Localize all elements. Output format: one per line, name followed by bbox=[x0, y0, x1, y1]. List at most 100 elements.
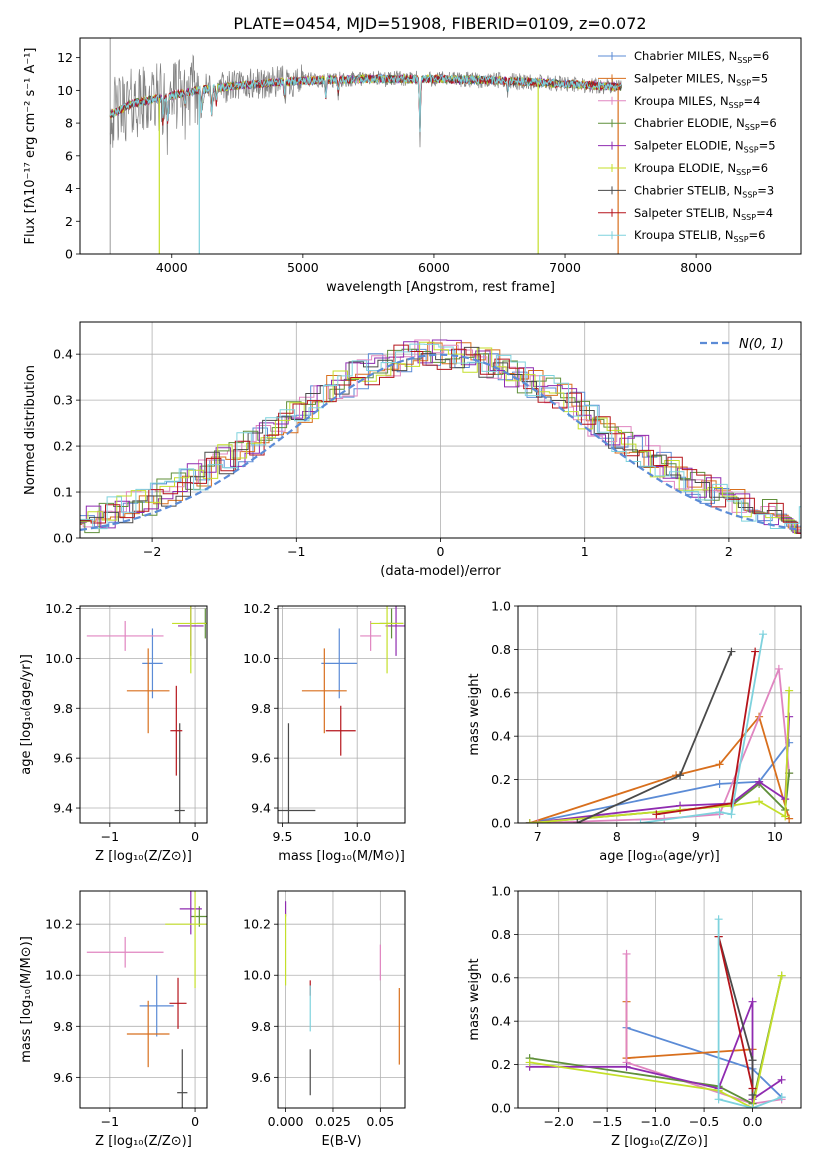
figure-title: PLATE=0454, MJD=51908, FIBERID=0109, z=0… bbox=[233, 14, 646, 33]
spectrum-plot bbox=[109, 38, 622, 254]
mass_weight_vs_Z-marker bbox=[714, 1095, 723, 1104]
spectrum-axes: 4000 5000 6000 7000 8000 0 2 4 6 8 10 12 wavelength … bbox=[23, 48, 712, 296]
mass_weight_vs_age-marker bbox=[727, 810, 736, 819]
legend-entry: Salpeter STELIB, NSSP=4 bbox=[634, 206, 773, 222]
mass_weight_vs_Z-series-line bbox=[717, 919, 782, 1108]
residuals-frame bbox=[79, 321, 802, 539]
age_vs_mass-axes: 9.5 10.0 9.4 9.6 9.8 10.0 10.2 mass [log₁₀(M/M⊙… bbox=[243, 601, 405, 864]
legend-gaussian-label: N(0, 1) bbox=[739, 337, 784, 352]
age_vs_Z-ytick-label: 9.4 bbox=[53, 801, 73, 816]
legend-label: Kroupa MILES, N bbox=[634, 94, 729, 108]
mass_weight_vs_Z-marker bbox=[714, 915, 723, 924]
mass_vs_Z-ytick-label: 10.2 bbox=[45, 917, 73, 932]
legend-label: Chabrier STELIB, N bbox=[634, 183, 742, 197]
legend-tail: =5 bbox=[759, 139, 776, 153]
mass_weight_vs_age-xtick-label: 7 bbox=[534, 829, 542, 844]
age_vs_Z-ylabel: age [log₁₀(age/yr)] bbox=[19, 654, 34, 775]
mass_vs_EBV-xlabel: E(B-V) bbox=[321, 1134, 361, 1149]
mass_vs_EBV-ytick-label: 10.2 bbox=[243, 917, 271, 932]
legend-sub: SSP bbox=[734, 235, 749, 244]
mass_weight_vs_Z-ylabel: mass weight bbox=[467, 958, 482, 1040]
residuals-ytick-label: 0.2 bbox=[53, 439, 73, 454]
mass_weight_vs_Z-xlabel: Z [log₁₀(Z/Z⊙)] bbox=[611, 1134, 708, 1149]
mass_weight_vs_age-marker bbox=[755, 797, 764, 806]
legend-sub: SSP bbox=[745, 123, 760, 132]
residuals-histogram bbox=[80, 339, 801, 534]
mass_weight_vs_Z-ytick-label: 0.6 bbox=[491, 970, 511, 985]
spectrum-xtick-label: 6000 bbox=[418, 260, 450, 275]
age_vs_Z-frame bbox=[79, 605, 208, 824]
mass_vs_Z-plot bbox=[86, 891, 207, 1108]
mass_weight_vs_Z-ytick-label: 0.0 bbox=[491, 1101, 511, 1116]
mass_vs_Z-xlabel: Z [log₁₀(Z/Z⊙)] bbox=[95, 1134, 192, 1149]
legend-tail: =6 bbox=[760, 116, 777, 130]
age_vs_Z-xlabel: Z [log₁₀(Z/Z⊙)] bbox=[95, 849, 192, 864]
age_vs_Z-plot bbox=[86, 606, 207, 823]
spectrum-ytick-label: 6 bbox=[65, 148, 73, 163]
residuals-histogram bbox=[80, 346, 801, 534]
mass_weight_vs_Z-marker bbox=[622, 949, 631, 958]
spectrum-ytick-label: 2 bbox=[65, 214, 73, 229]
spectrum-xtick-label: 5000 bbox=[287, 260, 319, 275]
mass_vs_EBV-ytick-label: 10.0 bbox=[243, 968, 271, 983]
residuals-xtick-label: 0 bbox=[437, 544, 445, 559]
legend-label: Salpeter MILES, N bbox=[634, 71, 736, 85]
mass_weight_vs_Z-marker bbox=[748, 997, 757, 1006]
residuals-xtick-label: 1 bbox=[581, 544, 589, 559]
mass_weight_vs_age-marker bbox=[533, 819, 542, 823]
residuals-ytick-label: 0.0 bbox=[53, 531, 73, 546]
residuals-ytick-label: 0.1 bbox=[53, 485, 73, 500]
mass_vs_EBV-axes: 0.000 0.025 0.05 9.6 9.8 10.0 10.2 E(B-V) bbox=[243, 891, 405, 1149]
mass_weight_vs_Z-frame bbox=[517, 890, 802, 1109]
legend-label: Salpeter STELIB, N bbox=[634, 206, 741, 220]
residuals-legend: N(0, 1) bbox=[700, 337, 784, 352]
age_vs_mass-ytick-label: 10.2 bbox=[243, 601, 271, 616]
legend-tail: =4 bbox=[744, 94, 761, 108]
legend-label: Chabrier ELODIE, N bbox=[634, 116, 745, 130]
mass_weight_vs_age-frame bbox=[517, 605, 802, 824]
mass_weight_vs_age-marker bbox=[774, 664, 783, 673]
mass_weight_vs_age-marker bbox=[525, 819, 534, 823]
residuals-ylabel: Normed distribution bbox=[23, 365, 38, 495]
mass_weight_vs_Z-marker bbox=[748, 1104, 757, 1108]
mass_weight_vs_age-plot bbox=[525, 630, 794, 823]
mass_weight_vs_age-series-line bbox=[529, 690, 790, 823]
spectrum-ylabel: Flux [fλ10⁻¹⁷ erg cm⁻² s⁻¹ A⁻¹] bbox=[23, 48, 38, 245]
mass_weight_vs_Z-ytick-label: 0.8 bbox=[491, 927, 511, 942]
mass_weight_vs_age-ytick-label: 0.6 bbox=[491, 685, 511, 700]
legend-tail: =6 bbox=[752, 49, 769, 63]
mass_weight_vs_Z-ytick-label: 0.4 bbox=[491, 1014, 511, 1029]
legend-entry: Salpeter MILES, NSSP=5 bbox=[634, 71, 768, 87]
mass_weight_vs_age-marker bbox=[715, 760, 724, 769]
mass_weight_vs_Z-marker bbox=[748, 1056, 757, 1065]
spectrum-xtick-label: 8000 bbox=[680, 260, 712, 275]
residuals-histogram bbox=[80, 344, 801, 534]
mass_vs_Z-ytick-label: 9.6 bbox=[53, 1070, 73, 1085]
age_vs_mass-xlabel: mass [log₁₀(M/M⊙)] bbox=[278, 849, 405, 864]
mass_weight_vs_Z-marker bbox=[748, 1084, 757, 1093]
mass_weight_vs_age-marker bbox=[751, 647, 760, 656]
mass_vs_Z-xtick-label: −1 bbox=[101, 1114, 119, 1129]
age_vs_Z-ytick-label: 10.0 bbox=[45, 651, 73, 666]
mass_weight_vs_Z-series-line bbox=[625, 953, 782, 1105]
legend-sub: SSP bbox=[737, 56, 752, 65]
mass_weight_vs_age-ytick-label: 0.8 bbox=[491, 642, 511, 657]
mass_weight_vs_age-ytick-label: 0.0 bbox=[491, 816, 511, 831]
age_vs_Z-axes: −1 0 9.4 9.6 9.8 10.0 10.2 Z [log₁₀(Z/Z⊙)] age [… bbox=[19, 601, 207, 864]
mass_vs_Z-axes: −1 0 9.6 9.8 10.0 10.2 Z [log₁₀(Z/Z⊙)] mass [lo… bbox=[19, 891, 207, 1149]
mass_weight_vs_age-marker bbox=[759, 630, 768, 639]
legend-sub: SSP bbox=[741, 213, 756, 222]
age_vs_Z-ytick-label: 9.6 bbox=[53, 751, 73, 766]
spectrum-ytick-label: 12 bbox=[57, 50, 73, 65]
mass_weight_vs_age-ylabel: mass weight bbox=[467, 673, 482, 755]
spectrum-ytick-label: 10 bbox=[57, 83, 73, 98]
mass_weight_vs_age-xtick-label: 10 bbox=[767, 829, 783, 844]
legend-label: Kroupa ELODIE, N bbox=[634, 161, 736, 175]
legend-label: Chabrier MILES, N bbox=[634, 49, 737, 63]
mass_weight_vs_age-series-line bbox=[529, 742, 790, 823]
mass_vs_EBV-frame bbox=[277, 890, 406, 1109]
legend-entry: Chabrier STELIB, NSSP=3 bbox=[634, 183, 774, 199]
mass_weight_vs_Z-xtick-label: −1.0 bbox=[640, 1114, 670, 1129]
spectrum-ytick-label: 8 bbox=[65, 116, 73, 131]
